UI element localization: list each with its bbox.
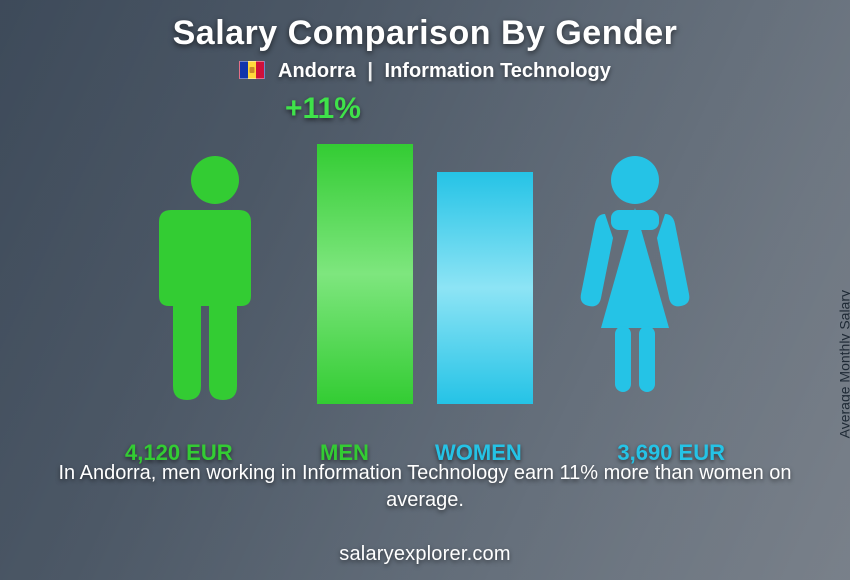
- bar-women-fill: [437, 172, 533, 404]
- pct-diff-label: +11%: [285, 92, 361, 126]
- y-axis-label: Average Monthly Salary: [836, 290, 850, 438]
- man-icon: [155, 154, 275, 404]
- site-credit: salaryexplorer.com: [339, 543, 510, 566]
- gender-salary-chart: +11%: [65, 92, 785, 452]
- page-title: Salary Comparison By Gender: [0, 14, 850, 53]
- subtitle-industry: Information Technology: [385, 60, 611, 82]
- subtitle-separator: |: [367, 60, 373, 82]
- bar-women: [437, 172, 533, 404]
- woman-icon: [575, 154, 695, 404]
- andorra-flag-icon: [239, 61, 265, 79]
- description-text: In Andorra, men working in Information T…: [45, 460, 805, 514]
- bar-men: [317, 144, 413, 404]
- infographic-stage: Salary Comparison By Gender Andorra | In…: [0, 0, 850, 580]
- subtitle-country: Andorra: [278, 60, 356, 82]
- subtitle: Andorra | Information Technology: [0, 60, 850, 83]
- bar-men-fill: [317, 144, 413, 404]
